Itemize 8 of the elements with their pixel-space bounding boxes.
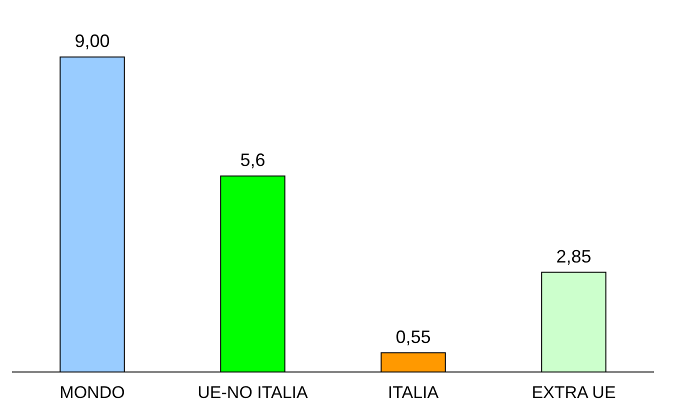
data-label: 0,55 xyxy=(396,326,431,347)
data-label: 2,85 xyxy=(556,246,592,266)
x-tick-label: EXTRA UE xyxy=(532,383,616,402)
data-label: 9,00 xyxy=(74,31,110,51)
x-tick-label: MONDO xyxy=(60,383,125,402)
x-tick-label: ITALIA xyxy=(388,383,440,402)
data-label: 5,6 xyxy=(240,150,266,170)
x-tick-label: UE-NO ITALIA xyxy=(198,383,309,402)
